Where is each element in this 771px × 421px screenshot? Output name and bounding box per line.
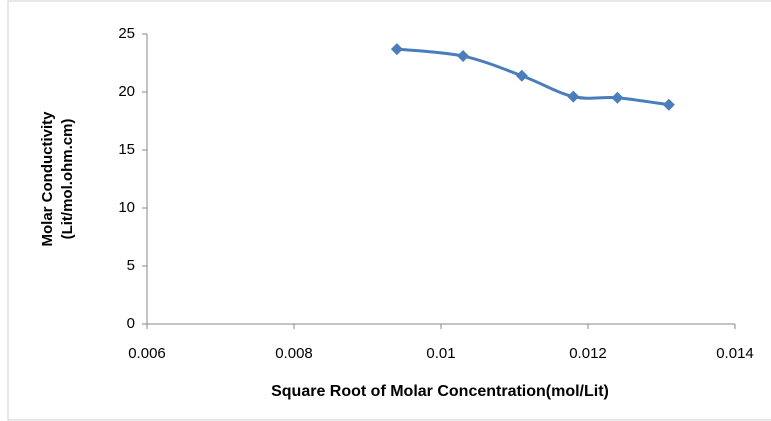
y-tick-label: 10 xyxy=(118,199,135,216)
data-point xyxy=(515,69,528,82)
data-point xyxy=(662,98,675,111)
data-point xyxy=(390,43,403,56)
data-point xyxy=(567,90,580,103)
x-tick-label: 0.012 xyxy=(569,345,607,362)
y-axis-label: Molar Conductivity xyxy=(39,111,56,247)
y-axis-label: (Lit/mol.ohm.cm) xyxy=(59,119,76,240)
y-tick-label: 0 xyxy=(127,315,135,332)
data-point xyxy=(611,91,624,104)
y-tick-label: 5 xyxy=(127,257,135,274)
y-tick-label: 15 xyxy=(118,141,135,158)
chart-frame xyxy=(7,0,771,421)
x-tick-label: 0.01 xyxy=(426,345,455,362)
x-tick-label: 0.008 xyxy=(275,345,313,362)
x-tick-label: 0.006 xyxy=(128,345,166,362)
x-tick-label: 0.014 xyxy=(716,345,754,362)
data-point xyxy=(457,50,470,63)
x-axis-label: Square Root of Molar Concentration(mol/L… xyxy=(271,383,609,400)
y-tick-label: 25 xyxy=(118,25,135,42)
y-tick-label: 20 xyxy=(118,83,135,100)
